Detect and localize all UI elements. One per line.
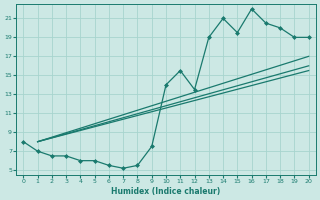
- X-axis label: Humidex (Indice chaleur): Humidex (Indice chaleur): [111, 187, 221, 196]
